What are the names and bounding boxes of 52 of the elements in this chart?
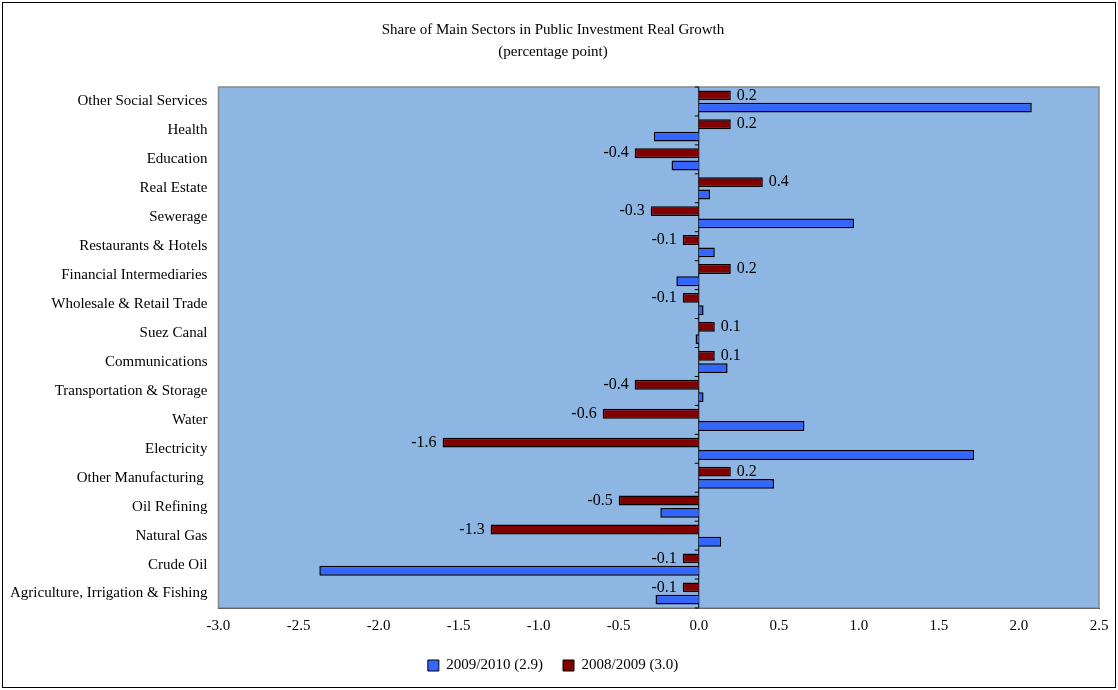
y-tick-label: Oil Refining xyxy=(132,497,208,514)
y-tick-label: Communications xyxy=(104,352,208,369)
y-tick-label: Wholesale & Retail Trade xyxy=(51,295,208,312)
data-label: -0.4 xyxy=(603,374,629,392)
data-label: 0.2 xyxy=(736,461,757,479)
text: 2.0 xyxy=(1009,616,1029,633)
data-label: -0.5 xyxy=(587,490,613,508)
y-tick-label: Education xyxy=(146,150,208,167)
y-tick-label: Crude Oil xyxy=(147,555,208,572)
text: -1.0 xyxy=(526,616,551,633)
data-label: 0.1 xyxy=(720,317,741,335)
text: 1.0 xyxy=(849,616,869,633)
data-label: -0.4 xyxy=(603,143,629,161)
y-tick-label: Electricity xyxy=(145,439,208,456)
y-tick-label: Restaurants & Hotels xyxy=(79,237,208,254)
data-label: 0.2 xyxy=(736,85,757,103)
legend-label: 2008/2009 (3.0) xyxy=(581,656,679,674)
text: -3.0 xyxy=(206,616,231,633)
data-label: -0.1 xyxy=(651,288,677,306)
y-tick-label: Transportation & Storage xyxy=(54,381,208,398)
text: -2.0 xyxy=(366,616,391,633)
chart-subtitle: (percentage point) xyxy=(498,42,608,60)
y-tick-label: Natural Gas xyxy=(135,526,208,543)
text: 0.0 xyxy=(689,616,709,633)
legend-label: 2009/2010 (2.9) xyxy=(446,656,544,674)
data-label: -0.6 xyxy=(571,403,597,421)
y-tick-label: Agriculture, Irrigation & Fishing xyxy=(10,584,208,601)
text: -2.5 xyxy=(286,616,311,633)
y-tick-label: Real Estate xyxy=(139,179,208,196)
data-label: 0.1 xyxy=(720,346,741,364)
text: 2.5 xyxy=(1089,616,1109,633)
data-label: 0.2 xyxy=(736,114,757,132)
y-tick-label: Suez Canal xyxy=(139,323,208,340)
text: -0.5 xyxy=(606,616,631,633)
data-label: 0.4 xyxy=(768,172,789,190)
chart-title: Share of Main Sectors in Public Investment Real Growth xyxy=(381,20,725,37)
y-tick-label: Other Manufacturing xyxy=(76,468,208,485)
text: 0.5 xyxy=(769,616,789,633)
text: 1.5 xyxy=(929,616,949,633)
text: -1.5 xyxy=(446,616,471,633)
y-tick-label: Sewerage xyxy=(149,208,208,225)
data-label: -0.1 xyxy=(651,577,677,595)
data-label: -0.3 xyxy=(619,201,645,219)
data-label: -1.6 xyxy=(411,432,437,450)
y-tick-label: Other Social Services xyxy=(77,92,208,109)
data-label: 0.2 xyxy=(736,259,757,277)
data-label: -1.3 xyxy=(459,519,485,537)
y-tick-label: Health xyxy=(167,121,208,138)
y-tick-label: Water xyxy=(172,410,208,427)
y-tick-label: Financial Intermediaries xyxy=(61,266,208,283)
data-label: -0.1 xyxy=(651,548,677,566)
data-label: -0.1 xyxy=(651,230,677,248)
